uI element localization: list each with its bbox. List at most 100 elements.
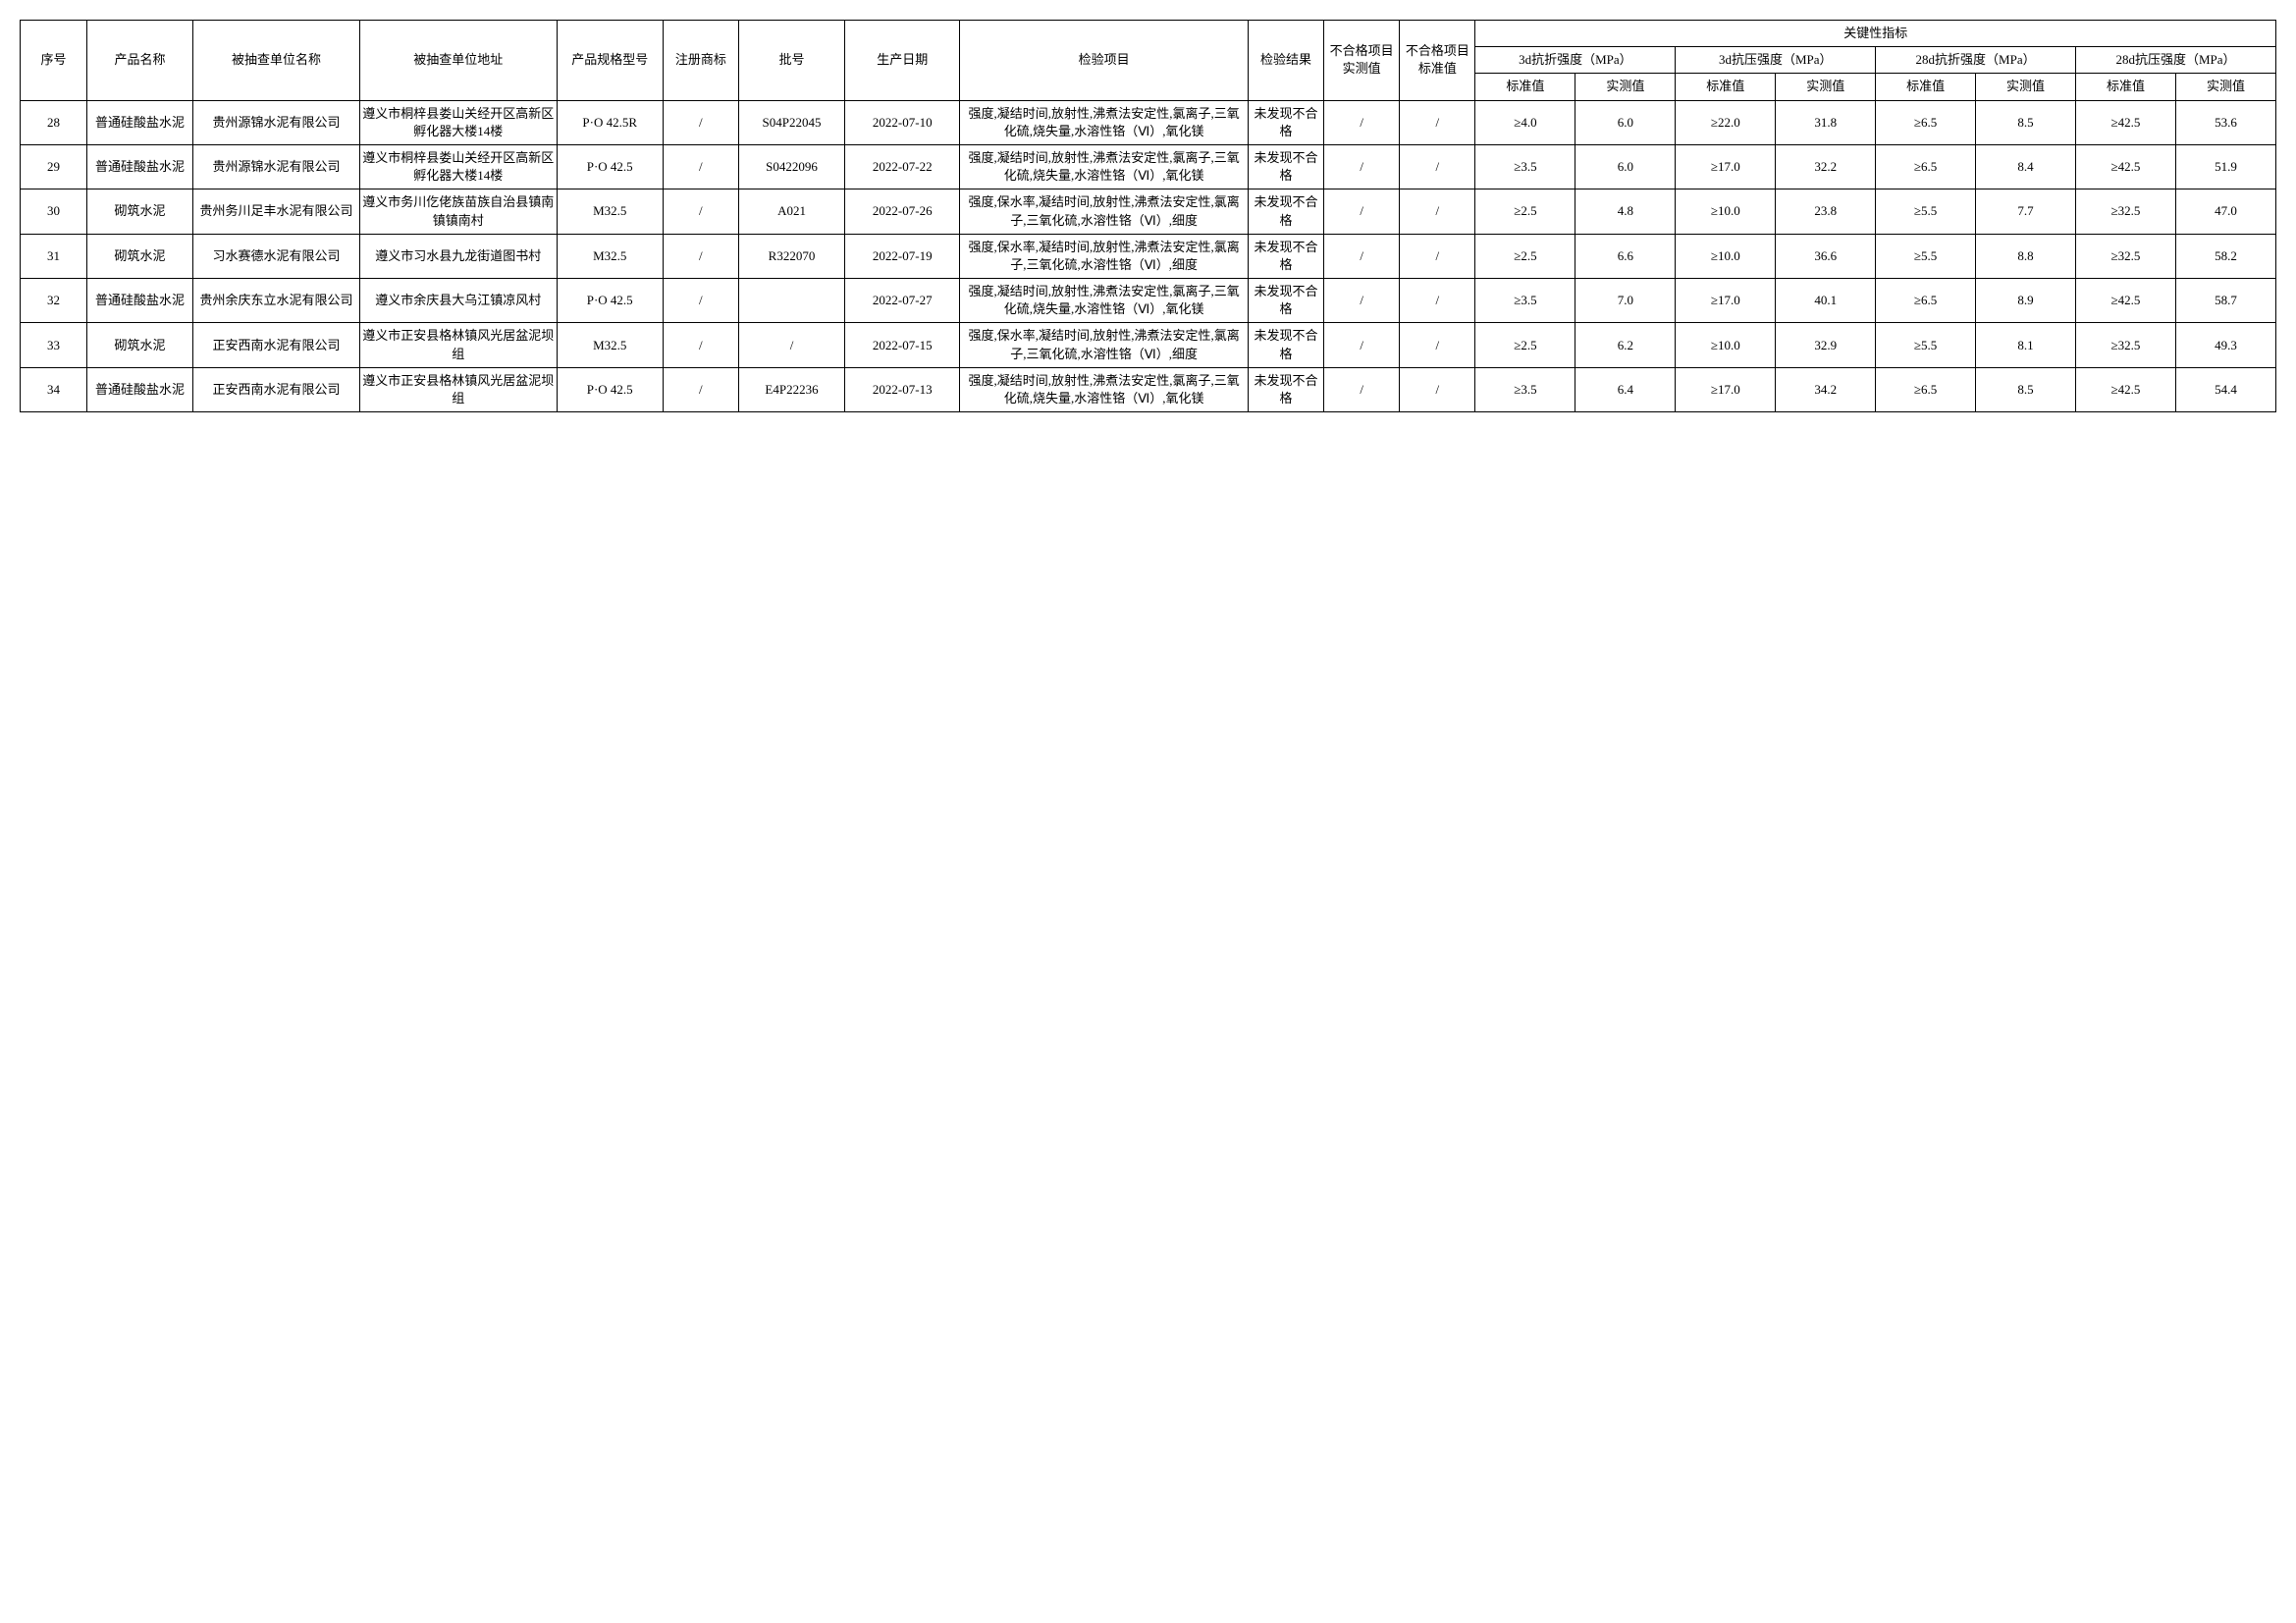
cell-trademark: / <box>663 323 738 367</box>
cell-3d-comp-std: ≥10.0 <box>1676 234 1776 278</box>
h-trademark: 注册商标 <box>663 21 738 101</box>
cell-3d-flex-meas: 6.0 <box>1575 144 1676 189</box>
h-3d-comp: 3d抗压强度（MPa） <box>1676 47 1876 74</box>
cell-date: 2022-07-26 <box>845 189 960 234</box>
cell-fail-standard: / <box>1400 367 1475 411</box>
h-result: 检验结果 <box>1248 21 1323 101</box>
cell-address: 遵义市正安县格林镇风光居盆泥坝组 <box>359 367 557 411</box>
table-row: 28普通硅酸盐水泥贵州源锦水泥有限公司遵义市桐梓县娄山关经开区高新区孵化器大楼1… <box>21 100 2276 144</box>
cell-batch <box>738 279 844 323</box>
h-28d-comp: 28d抗压强度（MPa） <box>2076 47 2276 74</box>
cell-3d-flex-std: ≥4.0 <box>1475 100 1575 144</box>
cell-28d-comp-std: ≥42.5 <box>2076 100 2176 144</box>
cell-result: 未发现不合格 <box>1248 189 1323 234</box>
cell-3d-comp-meas: 40.1 <box>1776 279 1876 323</box>
cell-product: 普通硅酸盐水泥 <box>86 367 192 411</box>
cell-batch: E4P22236 <box>738 367 844 411</box>
cell-result: 未发现不合格 <box>1248 323 1323 367</box>
cell-28d-comp-meas: 53.6 <box>2175 100 2275 144</box>
cell-28d-flex-std: ≥6.5 <box>1876 144 1976 189</box>
cell-date: 2022-07-22 <box>845 144 960 189</box>
cell-result: 未发现不合格 <box>1248 234 1323 278</box>
cell-result: 未发现不合格 <box>1248 367 1323 411</box>
table-body: 28普通硅酸盐水泥贵州源锦水泥有限公司遵义市桐梓县娄山关经开区高新区孵化器大楼1… <box>21 100 2276 412</box>
cell-items: 强度,凝结时间,放射性,沸煮法安定性,氯离子,三氧化硫,烧失量,水溶性铬（Ⅵ）,… <box>960 367 1248 411</box>
h-key-indicators: 关键性指标 <box>1475 21 2276 47</box>
h-spec: 产品规格型号 <box>557 21 663 101</box>
cell-seq: 31 <box>21 234 87 278</box>
cell-product: 普通硅酸盐水泥 <box>86 100 192 144</box>
cell-items: 强度,凝结时间,放射性,沸煮法安定性,氯离子,三氧化硫,烧失量,水溶性铬（Ⅵ）,… <box>960 279 1248 323</box>
h-meas: 实测值 <box>1575 74 1676 100</box>
cell-date: 2022-07-15 <box>845 323 960 367</box>
cell-trademark: / <box>663 189 738 234</box>
cell-fail-standard: / <box>1400 144 1475 189</box>
cell-28d-flex-std: ≥6.5 <box>1876 367 1976 411</box>
table-row: 32普通硅酸盐水泥贵州余庆东立水泥有限公司遵义市余庆县大乌江镇凉风村P·O 42… <box>21 279 2276 323</box>
cell-company: 习水赛德水泥有限公司 <box>193 234 360 278</box>
cell-28d-comp-meas: 51.9 <box>2175 144 2275 189</box>
cell-28d-comp-meas: 49.3 <box>2175 323 2275 367</box>
cell-3d-comp-std: ≥22.0 <box>1676 100 1776 144</box>
cell-company: 贵州源锦水泥有限公司 <box>193 100 360 144</box>
cell-fail-standard: / <box>1400 279 1475 323</box>
cell-28d-flex-meas: 8.8 <box>1976 234 2076 278</box>
cell-28d-comp-meas: 58.7 <box>2175 279 2275 323</box>
cell-3d-comp-meas: 34.2 <box>1776 367 1876 411</box>
cell-3d-comp-std: ≥17.0 <box>1676 144 1776 189</box>
cell-date: 2022-07-13 <box>845 367 960 411</box>
cell-3d-flex-meas: 7.0 <box>1575 279 1676 323</box>
cell-28d-flex-meas: 7.7 <box>1976 189 2076 234</box>
h-std: 标准值 <box>2076 74 2176 100</box>
cell-3d-flex-std: ≥3.5 <box>1475 144 1575 189</box>
cell-spec: P·O 42.5R <box>557 100 663 144</box>
cell-28d-comp-meas: 58.2 <box>2175 234 2275 278</box>
cell-product: 砌筑水泥 <box>86 234 192 278</box>
h-fail-standard: 不合格项目标准值 <box>1400 21 1475 101</box>
cell-fail-measured: / <box>1324 323 1400 367</box>
cell-seq: 32 <box>21 279 87 323</box>
h-items: 检验项目 <box>960 21 1248 101</box>
h-std: 标准值 <box>1876 74 1976 100</box>
h-date: 生产日期 <box>845 21 960 101</box>
table-row: 34普通硅酸盐水泥正安西南水泥有限公司遵义市正安县格林镇风光居盆泥坝组P·O 4… <box>21 367 2276 411</box>
cell-3d-flex-std: ≥3.5 <box>1475 367 1575 411</box>
cell-trademark: / <box>663 100 738 144</box>
table-row: 31砌筑水泥习水赛德水泥有限公司遵义市习水县九龙街道图书村M32.5/R3220… <box>21 234 2276 278</box>
cell-28d-flex-std: ≥5.5 <box>1876 323 1976 367</box>
cell-date: 2022-07-19 <box>845 234 960 278</box>
cell-3d-flex-meas: 6.4 <box>1575 367 1676 411</box>
cell-seq: 29 <box>21 144 87 189</box>
h-28d-flex: 28d抗折强度（MPa） <box>1876 47 2076 74</box>
cell-fail-measured: / <box>1324 189 1400 234</box>
cell-fail-standard: / <box>1400 100 1475 144</box>
cell-3d-flex-meas: 6.2 <box>1575 323 1676 367</box>
cell-address: 遵义市习水县九龙街道图书村 <box>359 234 557 278</box>
cell-3d-comp-std: ≥10.0 <box>1676 323 1776 367</box>
table-row: 33砌筑水泥正安西南水泥有限公司遵义市正安县格林镇风光居盆泥坝组M32.5//2… <box>21 323 2276 367</box>
cell-date: 2022-07-27 <box>845 279 960 323</box>
cell-seq: 28 <box>21 100 87 144</box>
cell-3d-comp-std: ≥17.0 <box>1676 367 1776 411</box>
cell-trademark: / <box>663 144 738 189</box>
cell-items: 强度,保水率,凝结时间,放射性,沸煮法安定性,氯离子,三氧化硫,水溶性铬（Ⅵ）,… <box>960 234 1248 278</box>
h-fail-measured: 不合格项目实测值 <box>1324 21 1400 101</box>
cell-spec: M32.5 <box>557 323 663 367</box>
cell-fail-measured: / <box>1324 100 1400 144</box>
cell-batch: S0422096 <box>738 144 844 189</box>
cell-spec: M32.5 <box>557 189 663 234</box>
cell-trademark: / <box>663 367 738 411</box>
cell-28d-flex-meas: 8.5 <box>1976 100 2076 144</box>
cell-3d-comp-meas: 31.8 <box>1776 100 1876 144</box>
cell-fail-standard: / <box>1400 234 1475 278</box>
cell-28d-comp-std: ≥32.5 <box>2076 189 2176 234</box>
cell-trademark: / <box>663 279 738 323</box>
h-product: 产品名称 <box>86 21 192 101</box>
cell-product: 砌筑水泥 <box>86 323 192 367</box>
cell-company: 贵州务川足丰水泥有限公司 <box>193 189 360 234</box>
h-seq: 序号 <box>21 21 87 101</box>
cell-result: 未发现不合格 <box>1248 100 1323 144</box>
h-std: 标准值 <box>1475 74 1575 100</box>
cell-3d-comp-meas: 36.6 <box>1776 234 1876 278</box>
cell-3d-flex-meas: 6.0 <box>1575 100 1676 144</box>
